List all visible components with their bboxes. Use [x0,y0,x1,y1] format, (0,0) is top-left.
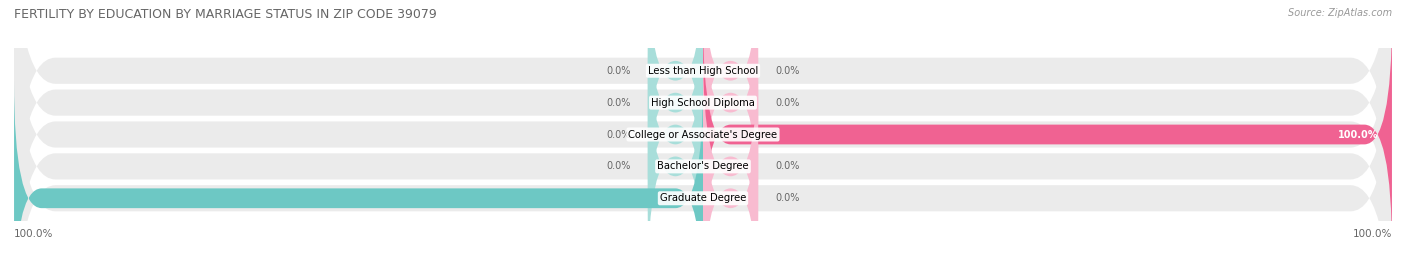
Text: 0.0%: 0.0% [775,98,800,108]
Text: 100.0%: 100.0% [1353,229,1392,239]
FancyBboxPatch shape [648,17,703,252]
FancyBboxPatch shape [703,81,758,269]
FancyBboxPatch shape [14,81,703,269]
Text: Bachelor's Degree: Bachelor's Degree [657,161,749,171]
Text: 0.0%: 0.0% [606,98,631,108]
FancyBboxPatch shape [14,0,1392,269]
Text: 100.0%: 100.0% [14,229,53,239]
FancyBboxPatch shape [14,0,1392,269]
Text: Less than High School: Less than High School [648,66,758,76]
Text: High School Diploma: High School Diploma [651,98,755,108]
FancyBboxPatch shape [14,0,1392,249]
Text: Source: ZipAtlas.com: Source: ZipAtlas.com [1288,8,1392,18]
Text: 0.0%: 0.0% [775,193,800,203]
FancyBboxPatch shape [703,49,758,269]
FancyBboxPatch shape [703,0,758,188]
FancyBboxPatch shape [703,17,1392,252]
Text: Graduate Degree: Graduate Degree [659,193,747,203]
FancyBboxPatch shape [648,49,703,269]
Text: 0.0%: 0.0% [606,129,631,140]
Text: 0.0%: 0.0% [775,161,800,171]
Text: 0.0%: 0.0% [606,161,631,171]
Text: 0.0%: 0.0% [775,66,800,76]
FancyBboxPatch shape [14,0,1392,269]
FancyBboxPatch shape [14,20,1392,269]
Legend: Married, Unmarried: Married, Unmarried [623,267,783,269]
Text: FERTILITY BY EDUCATION BY MARRIAGE STATUS IN ZIP CODE 39079: FERTILITY BY EDUCATION BY MARRIAGE STATU… [14,8,437,21]
FancyBboxPatch shape [648,0,703,188]
Text: College or Associate's Degree: College or Associate's Degree [628,129,778,140]
Text: 0.0%: 0.0% [606,66,631,76]
FancyBboxPatch shape [648,0,703,220]
Text: 100.0%: 100.0% [1337,129,1378,140]
FancyBboxPatch shape [703,0,758,220]
